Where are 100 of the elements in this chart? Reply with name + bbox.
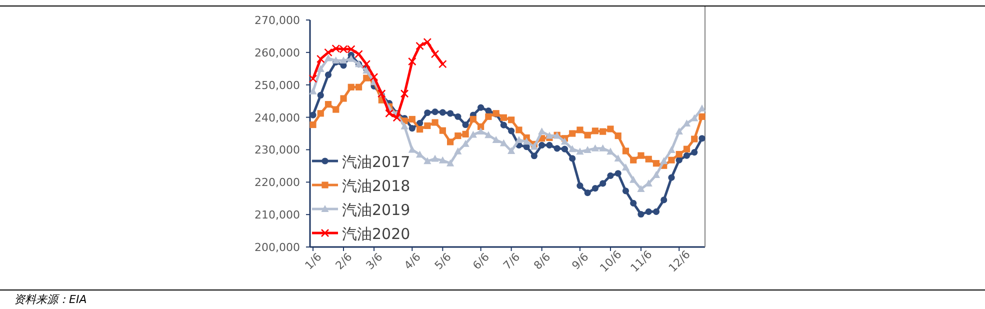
point bbox=[416, 126, 424, 133]
point bbox=[454, 147, 462, 154]
point bbox=[554, 145, 560, 152]
point bbox=[691, 136, 698, 142]
point bbox=[431, 154, 439, 162]
point bbox=[310, 121, 316, 128]
point bbox=[478, 104, 484, 111]
point bbox=[500, 139, 508, 146]
point bbox=[630, 156, 637, 164]
point bbox=[454, 113, 462, 120]
point bbox=[339, 45, 348, 54]
point bbox=[439, 127, 446, 134]
point bbox=[600, 128, 606, 135]
point bbox=[485, 108, 492, 114]
point bbox=[354, 50, 363, 58]
point bbox=[408, 57, 416, 66]
point bbox=[446, 159, 454, 166]
point bbox=[622, 188, 630, 194]
point bbox=[599, 144, 607, 152]
point bbox=[546, 132, 554, 139]
point bbox=[362, 60, 371, 68]
y-tick-label: 250,000 bbox=[254, 78, 300, 92]
point bbox=[317, 92, 324, 99]
y-tick-label: 230,000 bbox=[254, 144, 300, 157]
x-tick-label: 9/6 bbox=[569, 250, 592, 272]
point bbox=[408, 116, 416, 123]
point bbox=[500, 122, 507, 128]
point bbox=[423, 38, 432, 46]
point bbox=[683, 152, 690, 159]
point bbox=[530, 152, 538, 160]
point bbox=[363, 74, 370, 82]
point bbox=[607, 172, 614, 179]
point bbox=[660, 157, 668, 164]
point bbox=[400, 89, 409, 98]
point bbox=[607, 126, 614, 132]
legend-label: 汽油2019 bbox=[342, 201, 410, 219]
point bbox=[652, 208, 660, 215]
legend-label: 汽油2017 bbox=[342, 153, 410, 171]
point bbox=[592, 185, 599, 192]
point bbox=[638, 210, 644, 218]
point bbox=[477, 128, 485, 135]
y-tick-label: 210,000 bbox=[254, 208, 300, 222]
point bbox=[439, 109, 446, 116]
point bbox=[470, 116, 476, 123]
point bbox=[614, 132, 622, 140]
point bbox=[348, 84, 354, 90]
point bbox=[416, 42, 424, 50]
point bbox=[668, 174, 675, 181]
point bbox=[698, 104, 706, 112]
point bbox=[530, 142, 538, 150]
point bbox=[485, 113, 492, 120]
point bbox=[317, 110, 324, 117]
y-tick-label: 240,000 bbox=[254, 111, 300, 124]
x-tick-label: 5/6 bbox=[432, 250, 454, 272]
point bbox=[492, 136, 500, 143]
point bbox=[630, 200, 637, 207]
point bbox=[424, 157, 432, 164]
x-tick-label: 7/6 bbox=[500, 250, 523, 272]
point bbox=[438, 156, 446, 164]
point bbox=[324, 72, 332, 78]
point bbox=[515, 136, 523, 143]
point bbox=[591, 144, 600, 152]
point bbox=[309, 87, 317, 94]
point bbox=[584, 190, 591, 196]
point bbox=[538, 142, 546, 148]
point bbox=[508, 147, 516, 154]
point bbox=[645, 208, 652, 215]
point bbox=[346, 45, 356, 54]
point bbox=[438, 60, 447, 68]
point bbox=[324, 48, 332, 57]
point bbox=[584, 132, 591, 138]
point bbox=[332, 106, 340, 113]
point bbox=[432, 119, 438, 126]
point bbox=[600, 180, 606, 187]
y-tick-label: 200,000 bbox=[254, 241, 300, 254]
x-tick-label: 6/6 bbox=[470, 250, 492, 272]
point bbox=[698, 135, 706, 142]
point bbox=[370, 72, 378, 82]
point bbox=[430, 50, 440, 58]
point bbox=[645, 156, 652, 162]
point bbox=[408, 125, 416, 132]
point bbox=[637, 184, 645, 192]
point bbox=[614, 154, 622, 162]
point bbox=[614, 170, 622, 177]
point bbox=[668, 156, 675, 164]
point bbox=[638, 152, 644, 159]
point bbox=[392, 113, 402, 122]
point bbox=[469, 130, 477, 138]
point bbox=[310, 112, 316, 118]
y-tick-label: 270,000 bbox=[254, 14, 300, 27]
y-tick-label: 260,000 bbox=[254, 46, 300, 60]
point bbox=[676, 156, 682, 164]
point bbox=[675, 128, 683, 135]
point bbox=[446, 110, 454, 117]
y-tick-label: 220,000 bbox=[254, 176, 300, 190]
x-tick-label: 4/6 bbox=[402, 250, 424, 272]
point bbox=[424, 109, 431, 116]
point bbox=[340, 56, 348, 64]
point bbox=[683, 146, 690, 152]
point bbox=[622, 164, 630, 171]
